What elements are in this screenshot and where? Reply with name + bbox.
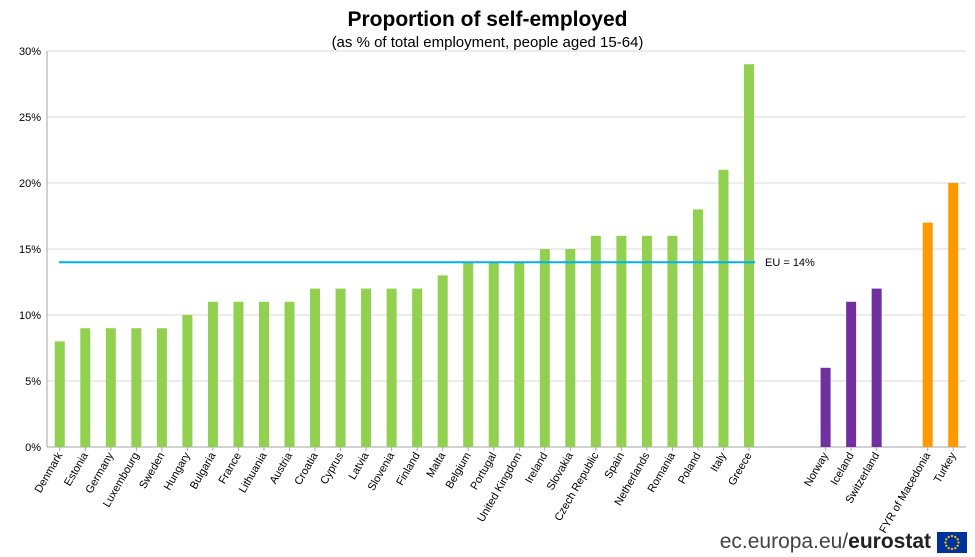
chart-subtitle: (as % of total employment, people aged 1… xyxy=(331,34,644,51)
bar xyxy=(744,64,755,447)
x-tick-label: Denmark xyxy=(33,450,66,495)
bar xyxy=(207,301,218,447)
x-tick-label: Greece xyxy=(726,451,754,488)
bar xyxy=(258,301,269,447)
bar xyxy=(105,328,116,447)
y-tick-label: 15% xyxy=(19,244,41,256)
x-tick-label: France xyxy=(217,451,245,487)
bar xyxy=(80,328,91,447)
source-footer[interactable]: ec.europa.eu/eurostat xyxy=(720,530,931,554)
bar xyxy=(412,288,423,447)
x-tick-label: Turkey xyxy=(932,450,959,485)
bar xyxy=(131,328,142,447)
y-tick-label: 20% xyxy=(19,178,41,190)
bar xyxy=(641,235,652,447)
y-tick-label: 30% xyxy=(19,46,41,58)
bar xyxy=(361,288,372,447)
y-tick-label: 25% xyxy=(19,112,41,124)
y-tick-label: 10% xyxy=(19,310,41,322)
x-tick-label: Bulgaria xyxy=(188,450,219,492)
bar xyxy=(54,341,65,447)
chart-title: Proportion of self-employed xyxy=(347,8,628,31)
x-tick-label: Ireland xyxy=(523,451,550,486)
bar xyxy=(692,209,703,447)
bar xyxy=(846,301,857,447)
x-tick-label: Cyprus xyxy=(318,450,346,487)
x-tick-label: FYR of Macedonia xyxy=(877,450,933,536)
x-tick-label: Iceland xyxy=(829,451,857,488)
bar xyxy=(310,288,321,447)
bar xyxy=(948,183,959,447)
footer-domain: ec.europa.eu/ xyxy=(719,530,849,553)
bar xyxy=(156,328,167,447)
bar xyxy=(514,262,525,447)
x-tick-label: Poland xyxy=(676,451,704,487)
bar xyxy=(284,301,295,447)
x-tick-label: Finland xyxy=(394,451,422,488)
bar xyxy=(590,235,601,447)
bar xyxy=(871,288,882,447)
bar xyxy=(565,249,576,447)
footer-brand: eurostat xyxy=(848,530,931,553)
bar xyxy=(616,235,627,447)
y-tick-label: 5% xyxy=(25,376,41,388)
x-tick-label: Austria xyxy=(268,450,296,486)
x-tick-label: Malta xyxy=(424,450,448,480)
bar xyxy=(437,275,448,447)
eu-average-label: EU = 14% xyxy=(765,257,815,269)
bar xyxy=(488,262,499,447)
bar xyxy=(922,222,933,447)
x-tick-label: Italy xyxy=(709,450,730,474)
y-tick-label: 0% xyxy=(25,442,41,454)
eu-flag-icon xyxy=(937,532,967,553)
bar xyxy=(335,288,346,447)
bar xyxy=(182,315,193,447)
bar xyxy=(820,367,831,447)
bar xyxy=(667,235,678,447)
bar xyxy=(463,262,474,447)
x-tick-label: Norway xyxy=(802,450,831,489)
x-tick-label: Spain xyxy=(603,451,627,481)
x-tick-label: Latvia xyxy=(347,450,373,482)
bar xyxy=(233,301,244,447)
x-tick-label: Croatia xyxy=(293,450,322,487)
bar xyxy=(386,288,397,447)
bar xyxy=(539,249,550,447)
bar xyxy=(718,169,729,448)
